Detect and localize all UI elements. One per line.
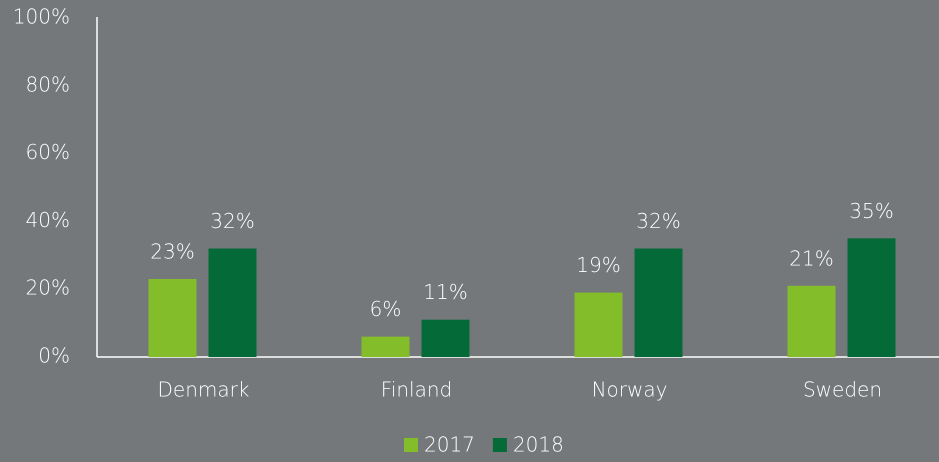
- legend-label: 2018: [513, 433, 564, 457]
- x-tick-label: Norway: [592, 378, 668, 402]
- bar: [421, 319, 470, 357]
- bar: [634, 248, 683, 357]
- bar: [361, 336, 410, 357]
- value-label: 21%: [789, 246, 833, 270]
- bar: [574, 292, 623, 357]
- value-label: 23%: [150, 240, 194, 264]
- value-label: 35%: [849, 199, 893, 223]
- legend-label: 2017: [424, 433, 475, 457]
- value-label: 19%: [576, 253, 620, 277]
- y-tick-label: 40%: [26, 208, 70, 232]
- legend-swatch: [404, 438, 418, 452]
- x-tick-label: Finland: [381, 378, 452, 402]
- bar: [847, 238, 896, 357]
- x-tick-label: Sweden: [803, 378, 882, 402]
- legend-swatch: [492, 438, 507, 452]
- value-label: 6%: [370, 297, 402, 321]
- y-tick-label: 0%: [38, 344, 70, 368]
- bar: [148, 279, 197, 357]
- y-tick-label: 80%: [26, 72, 70, 96]
- bar: [208, 248, 257, 357]
- y-tick-label: 60%: [26, 140, 70, 164]
- value-label: 11%: [423, 280, 467, 304]
- x-tick-label: Denmark: [158, 378, 250, 402]
- y-tick-label: 20%: [26, 276, 70, 300]
- bar: [787, 285, 836, 357]
- value-label: 32%: [210, 209, 254, 233]
- value-label: 32%: [636, 209, 680, 233]
- y-tick-label: 100%: [13, 5, 70, 29]
